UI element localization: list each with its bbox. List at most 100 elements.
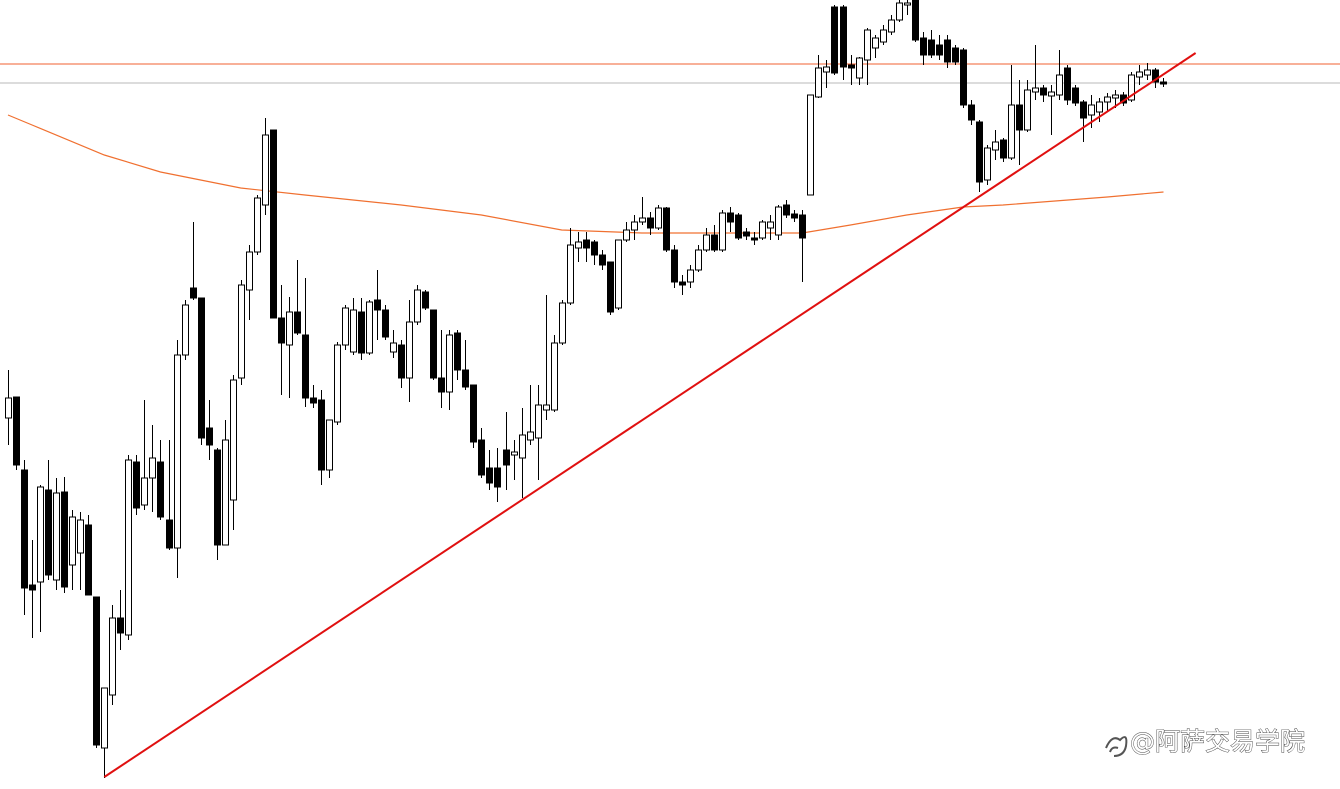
candle-body xyxy=(278,317,285,344)
candle-body xyxy=(1032,87,1039,93)
candle-body xyxy=(896,2,903,21)
candle-body xyxy=(478,439,485,476)
candle-body xyxy=(872,37,879,49)
candle-body xyxy=(246,251,253,291)
trend-line xyxy=(103,52,1197,778)
candle-body xyxy=(494,467,501,488)
candle-body xyxy=(671,249,678,283)
candle-body xyxy=(174,354,181,549)
candle-body xyxy=(1144,69,1151,76)
watermark-logo xyxy=(1105,736,1128,757)
candle-body xyxy=(85,524,92,596)
candle-body xyxy=(222,439,229,546)
candle-body xyxy=(374,299,381,311)
candle-body xyxy=(880,29,887,43)
candle-body xyxy=(69,516,76,566)
candle-body xyxy=(735,214,742,239)
candle-body xyxy=(109,617,116,696)
candle-body xyxy=(29,584,36,591)
candle-body xyxy=(960,49,967,106)
candle-body xyxy=(45,489,52,576)
candle-body xyxy=(615,239,622,309)
candle-body xyxy=(430,309,437,379)
candle-body xyxy=(583,239,590,249)
candle-body xyxy=(414,289,421,323)
candle-body xyxy=(831,6,838,74)
candle-body xyxy=(1080,101,1087,119)
candle-body xyxy=(37,486,44,583)
candle-body xyxy=(815,67,822,98)
candle-body xyxy=(791,213,798,219)
candle-body xyxy=(783,204,790,216)
candle-body xyxy=(270,129,277,319)
candle-body xyxy=(655,207,662,229)
candle-body xyxy=(302,334,309,399)
candle-body xyxy=(182,304,189,356)
candle-body xyxy=(567,244,574,304)
candle-body xyxy=(21,469,28,589)
candle-body xyxy=(1016,104,1023,131)
candle-body xyxy=(984,147,991,181)
candle-body xyxy=(912,0,919,41)
candle-body xyxy=(679,281,686,286)
candle-body xyxy=(599,254,606,266)
candle-body xyxy=(77,519,84,554)
candle-body xyxy=(647,217,654,229)
candle-body xyxy=(254,197,261,253)
candle-body xyxy=(1040,87,1047,96)
candle-body xyxy=(141,477,148,506)
candle-body xyxy=(1064,67,1071,101)
candle-body xyxy=(968,104,975,121)
candle-body xyxy=(864,29,871,61)
candle-body xyxy=(719,212,726,251)
candle-body xyxy=(1088,104,1095,116)
candle-body xyxy=(527,431,534,441)
candle-body xyxy=(486,467,493,484)
candle-body xyxy=(462,369,469,388)
candle-body xyxy=(342,307,349,346)
candle-body xyxy=(575,241,582,249)
candle-body xyxy=(743,231,750,237)
candle-body xyxy=(759,221,766,239)
candle-body xyxy=(751,237,758,241)
candle-body xyxy=(856,57,863,79)
candle-body xyxy=(149,457,156,479)
candle-body xyxy=(1048,91,1055,97)
candle-body xyxy=(157,461,164,518)
candle-body xyxy=(198,297,205,439)
candle-body xyxy=(992,141,999,151)
candle-body xyxy=(230,379,237,501)
candle-body xyxy=(631,221,638,231)
candle-body xyxy=(840,6,847,68)
candle-body xyxy=(358,311,365,354)
candle-body xyxy=(470,384,477,443)
candle-body xyxy=(1160,81,1167,85)
candle-body xyxy=(767,221,774,229)
candle-body xyxy=(454,332,461,371)
candle-body xyxy=(1112,94,1119,99)
candle-body xyxy=(535,404,542,439)
candle-body xyxy=(1008,104,1015,159)
candle-body xyxy=(13,396,20,466)
candle-body xyxy=(318,399,325,471)
candle-body xyxy=(117,617,124,634)
candle-body xyxy=(519,434,526,459)
candle-body xyxy=(61,491,68,588)
candle-body xyxy=(807,94,814,196)
candle-body xyxy=(936,44,943,56)
candle-body xyxy=(1096,101,1103,113)
candle-body xyxy=(775,206,782,236)
candle-body xyxy=(382,309,389,338)
candle-body xyxy=(952,47,959,63)
candle-body xyxy=(406,321,413,379)
candle-body xyxy=(639,217,646,223)
candle-body xyxy=(623,229,630,241)
candle-body xyxy=(438,377,445,393)
candle-body xyxy=(559,302,566,344)
candle-body xyxy=(703,234,710,251)
candle-body xyxy=(398,344,405,379)
candle-body xyxy=(928,39,935,56)
candle-body xyxy=(1128,74,1135,101)
candle-body xyxy=(1072,87,1079,104)
